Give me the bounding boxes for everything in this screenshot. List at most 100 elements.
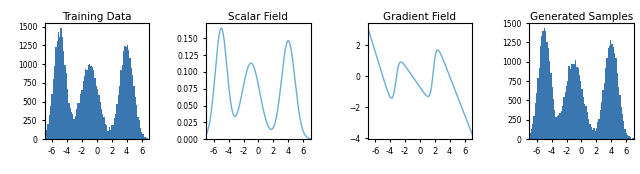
Bar bbox=[72, 114, 74, 139]
Bar bbox=[529, 133, 531, 139]
Bar bbox=[553, 99, 554, 139]
Bar bbox=[627, 135, 628, 139]
Bar bbox=[60, 28, 61, 139]
Bar bbox=[558, 115, 559, 139]
Bar bbox=[557, 116, 558, 139]
Bar bbox=[71, 112, 72, 139]
Bar bbox=[105, 124, 106, 139]
Bar bbox=[580, 81, 582, 139]
Bar bbox=[80, 94, 81, 139]
Bar bbox=[534, 103, 536, 139]
Bar bbox=[549, 61, 550, 139]
Bar bbox=[94, 78, 95, 139]
Bar bbox=[66, 73, 67, 139]
Bar bbox=[131, 68, 132, 139]
Bar bbox=[577, 68, 579, 139]
Bar bbox=[133, 86, 134, 139]
Bar bbox=[616, 58, 617, 139]
Bar bbox=[58, 32, 59, 139]
Bar bbox=[61, 37, 63, 139]
Bar bbox=[68, 103, 70, 139]
Bar bbox=[588, 119, 589, 139]
Bar bbox=[139, 120, 140, 139]
Bar bbox=[626, 133, 627, 139]
Bar bbox=[602, 90, 604, 139]
Title: Scalar Field: Scalar Field bbox=[228, 12, 289, 22]
Bar bbox=[587, 112, 588, 139]
Bar bbox=[47, 124, 49, 139]
Bar bbox=[84, 76, 85, 139]
Bar bbox=[589, 124, 591, 139]
Bar bbox=[86, 70, 88, 139]
Bar bbox=[95, 86, 97, 139]
Bar bbox=[104, 117, 105, 139]
Bar bbox=[138, 117, 139, 139]
Bar bbox=[119, 86, 120, 139]
Bar bbox=[544, 28, 545, 139]
Bar bbox=[134, 97, 136, 139]
Bar bbox=[571, 64, 572, 139]
Bar bbox=[598, 119, 600, 139]
Bar bbox=[144, 137, 145, 139]
Bar bbox=[564, 92, 566, 139]
Bar bbox=[622, 114, 623, 139]
Bar bbox=[118, 95, 119, 139]
Bar bbox=[76, 109, 77, 139]
Bar bbox=[617, 73, 618, 139]
Bar bbox=[110, 130, 111, 139]
Bar bbox=[575, 60, 576, 139]
Bar bbox=[597, 122, 598, 139]
Bar bbox=[129, 58, 131, 139]
Bar bbox=[632, 138, 634, 139]
Bar bbox=[584, 104, 586, 139]
Bar bbox=[56, 41, 58, 139]
Bar bbox=[106, 125, 108, 139]
Bar bbox=[548, 48, 549, 139]
Title: Generated Samples: Generated Samples bbox=[530, 12, 633, 22]
Bar bbox=[140, 128, 141, 139]
Bar bbox=[83, 81, 84, 139]
Bar bbox=[568, 66, 570, 139]
Bar bbox=[556, 117, 557, 139]
Bar bbox=[566, 86, 567, 139]
Bar bbox=[563, 97, 564, 139]
Bar bbox=[537, 78, 538, 139]
Bar bbox=[532, 124, 533, 139]
Title: Gradient Field: Gradient Field bbox=[383, 12, 456, 22]
Bar bbox=[115, 114, 116, 139]
Bar bbox=[621, 107, 622, 139]
Bar bbox=[625, 129, 626, 139]
Bar bbox=[579, 75, 580, 139]
Bar bbox=[101, 109, 102, 139]
Bar bbox=[550, 73, 552, 139]
Bar bbox=[77, 103, 79, 139]
Bar bbox=[609, 46, 610, 139]
Bar bbox=[620, 95, 621, 139]
Title: Training Data: Training Data bbox=[62, 12, 132, 22]
Bar bbox=[90, 66, 92, 139]
Bar bbox=[610, 41, 611, 139]
Bar bbox=[74, 119, 75, 139]
Bar bbox=[562, 106, 563, 139]
Bar bbox=[141, 132, 143, 139]
Bar bbox=[79, 103, 80, 139]
Bar bbox=[533, 116, 534, 139]
Bar bbox=[573, 64, 575, 139]
Bar bbox=[547, 42, 548, 139]
Bar bbox=[540, 46, 541, 139]
Bar bbox=[570, 69, 571, 139]
Bar bbox=[586, 106, 587, 139]
Bar bbox=[595, 131, 596, 139]
Bar bbox=[120, 70, 122, 139]
Bar bbox=[536, 93, 537, 139]
Bar bbox=[605, 68, 606, 139]
Bar bbox=[147, 138, 148, 139]
Bar bbox=[611, 44, 612, 139]
Bar bbox=[97, 89, 98, 139]
Bar bbox=[531, 129, 532, 139]
Bar bbox=[50, 106, 51, 139]
Bar bbox=[559, 113, 561, 139]
Bar bbox=[614, 53, 616, 139]
Bar bbox=[593, 128, 595, 139]
Bar bbox=[561, 110, 562, 139]
